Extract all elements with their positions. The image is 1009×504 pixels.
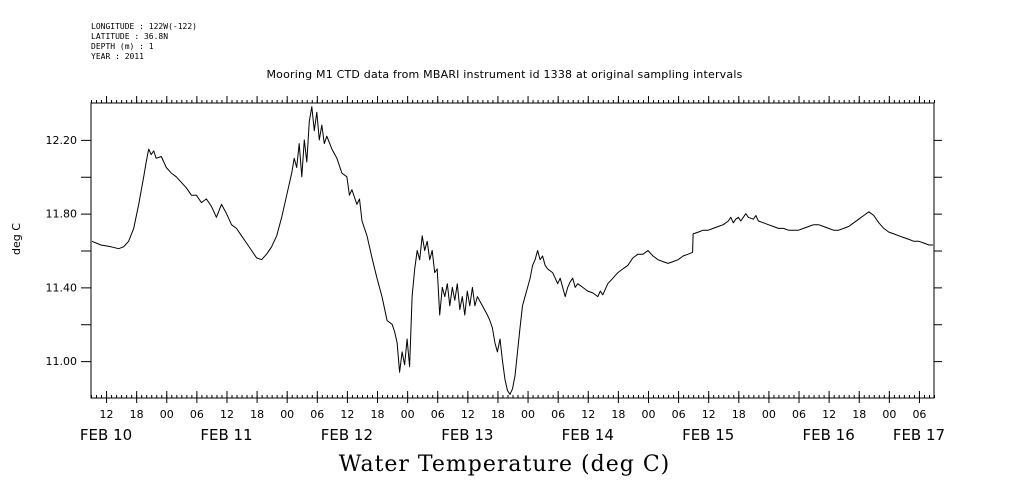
depth-text: DEPTH (m) : 1 bbox=[91, 42, 154, 51]
x-day-label: FEB 17 bbox=[893, 426, 945, 444]
y-tick-label: 11.00 bbox=[46, 355, 78, 368]
x-day-label: FEB 15 bbox=[682, 426, 734, 444]
x-day-label: FEB 14 bbox=[562, 426, 614, 444]
x-tick-label: 18 bbox=[130, 408, 144, 421]
x-tick-label: 18 bbox=[491, 408, 505, 421]
x-day-label: FEB 13 bbox=[441, 426, 493, 444]
x-tick-label: 00 bbox=[762, 408, 776, 421]
x-tick-label: 18 bbox=[371, 408, 385, 421]
x-tick-label: 12 bbox=[220, 408, 234, 421]
x-tick-label: 00 bbox=[641, 408, 655, 421]
x-tick-label: 00 bbox=[160, 408, 174, 421]
x-tick-label: 00 bbox=[521, 408, 535, 421]
x-tick-label: 12 bbox=[581, 408, 595, 421]
axis-ticks bbox=[81, 96, 942, 403]
x-tick-label: 06 bbox=[792, 408, 806, 421]
x-tick-label: 06 bbox=[912, 408, 926, 421]
metadata-block: LONGITUDE : 122W(-122) LATITUDE : 36.8N … bbox=[91, 22, 197, 62]
y-tick-label: 12.20 bbox=[46, 134, 78, 147]
axis-tick-labels: 12 18 00 06 12 18 00 06 12 18 00 06 12 18 00 06 12 18 00 06… bbox=[46, 134, 946, 444]
x-tick-label: 12 bbox=[100, 408, 114, 421]
x-tick-label: 18 bbox=[611, 408, 625, 421]
chart-title: Mooring M1 CTD data from MBARI instrumen… bbox=[266, 68, 743, 81]
x-tick-label: 00 bbox=[401, 408, 415, 421]
x-day-label: FEB 11 bbox=[200, 426, 252, 444]
temperature-line bbox=[91, 106, 933, 395]
x-day-label: FEB 10 bbox=[80, 426, 132, 444]
longitude-text: LONGITUDE : 122W(-122) bbox=[91, 22, 197, 31]
plot-frame bbox=[90, 102, 935, 399]
x-tick-label: 12 bbox=[461, 408, 475, 421]
x-tick-label: 18 bbox=[732, 408, 746, 421]
x-tick-label: 12 bbox=[340, 408, 354, 421]
x-tick-label: 06 bbox=[190, 408, 204, 421]
y-tick-label: 11.40 bbox=[46, 281, 78, 294]
x-tick-label: 00 bbox=[280, 408, 294, 421]
x-tick-label: 18 bbox=[250, 408, 264, 421]
x-tick-label: 00 bbox=[882, 408, 896, 421]
y-tick-label: 11.80 bbox=[46, 208, 78, 221]
year-text: YEAR : 2011 bbox=[91, 52, 144, 61]
plot-border bbox=[90, 102, 935, 399]
x-tick-label: 12 bbox=[822, 408, 836, 421]
x-day-label: FEB 16 bbox=[802, 426, 854, 444]
x-axis-title: Water Temperature (deg C) bbox=[338, 452, 671, 477]
x-tick-label: 06 bbox=[431, 408, 445, 421]
x-tick-label: 06 bbox=[672, 408, 686, 421]
x-day-label: FEB 12 bbox=[321, 426, 373, 444]
x-tick-label: 06 bbox=[551, 408, 565, 421]
x-tick-label: 12 bbox=[702, 408, 716, 421]
x-tick-label: 18 bbox=[852, 408, 866, 421]
x-tick-label: 06 bbox=[310, 408, 324, 421]
latitude-text: LATITUDE : 36.8N bbox=[91, 32, 169, 41]
data-series bbox=[91, 106, 933, 395]
